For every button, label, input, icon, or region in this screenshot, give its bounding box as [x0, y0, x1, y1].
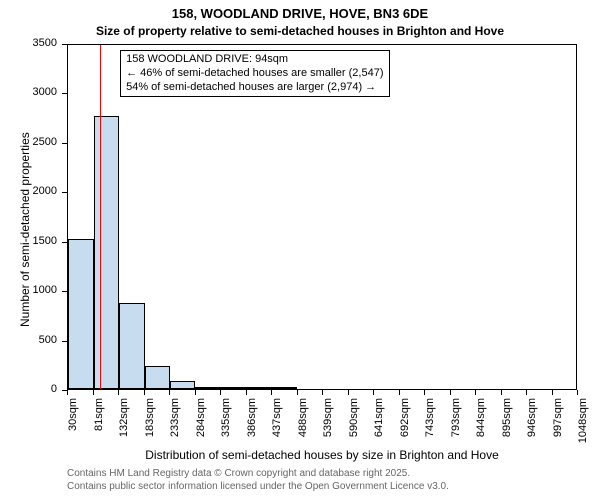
x-tick-mark: [450, 390, 451, 395]
chart-title: 158, WOODLAND DRIVE, HOVE, BN3 6DE: [0, 6, 600, 21]
x-tick-mark: [93, 390, 94, 395]
footer-line-2: Contains public sector information licen…: [67, 481, 449, 494]
y-tick-mark: [62, 143, 67, 144]
x-tick-label: 844sqm: [475, 398, 487, 458]
y-tick-mark: [62, 341, 67, 342]
x-tick-mark: [220, 390, 221, 395]
x-tick-label: 233sqm: [169, 398, 181, 458]
histogram-bar: [246, 387, 272, 389]
x-tick-label: 284sqm: [195, 398, 207, 458]
histogram-bar: [221, 387, 247, 389]
y-tick-label: 1000: [0, 284, 57, 296]
histogram-bar: [145, 366, 170, 389]
x-tick-label: 488sqm: [297, 398, 309, 458]
histogram-bar: [272, 387, 298, 389]
x-tick-mark: [297, 390, 298, 395]
x-tick-mark: [271, 390, 272, 395]
y-tick-mark: [62, 291, 67, 292]
histogram-bar: [195, 387, 221, 389]
x-tick-mark: [552, 390, 553, 395]
info-box-line: ← 46% of semi-detached houses are smalle…: [126, 67, 383, 81]
x-tick-label: 895sqm: [501, 398, 513, 458]
y-tick-label: 3000: [0, 86, 57, 98]
y-tick-mark: [62, 93, 67, 94]
y-tick-label: 3500: [0, 37, 57, 49]
marker-line: [100, 45, 101, 389]
x-tick-label: 997sqm: [552, 398, 564, 458]
info-box: 158 WOODLAND DRIVE: 94sqm← 46% of semi-d…: [120, 50, 389, 97]
x-tick-label: 946sqm: [526, 398, 538, 458]
footer-attribution: Contains HM Land Registry data © Crown c…: [67, 468, 449, 493]
x-tick-mark: [169, 390, 170, 395]
histogram-bar: [170, 381, 196, 389]
y-tick-label: 1500: [0, 235, 57, 247]
x-tick-mark: [424, 390, 425, 395]
x-tick-mark: [501, 390, 502, 395]
chart-container: { "title": "158, WOODLAND DRIVE, HOVE, B…: [0, 0, 600, 500]
x-tick-mark: [348, 390, 349, 395]
x-tick-mark: [144, 390, 145, 395]
x-tick-label: 793sqm: [450, 398, 462, 458]
x-tick-mark: [246, 390, 247, 395]
x-tick-mark: [118, 390, 119, 395]
y-tick-mark: [62, 44, 67, 45]
x-tick-label: 335sqm: [220, 398, 232, 458]
x-tick-mark: [526, 390, 527, 395]
x-tick-mark: [475, 390, 476, 395]
x-tick-label: 132sqm: [118, 398, 130, 458]
histogram-bar: [119, 303, 145, 389]
x-tick-mark: [322, 390, 323, 395]
x-tick-label: 743sqm: [424, 398, 436, 458]
x-tick-label: 183sqm: [144, 398, 156, 458]
x-tick-label: 641sqm: [373, 398, 385, 458]
y-axis-label: Number of semi-detached properties: [18, 132, 32, 327]
histogram-bar: [94, 116, 120, 389]
x-tick-label: 437sqm: [271, 398, 283, 458]
y-tick-label: 0: [0, 383, 57, 395]
y-tick-label: 2500: [0, 136, 57, 148]
info-box-line: 158 WOODLAND DRIVE: 94sqm: [126, 53, 383, 67]
histogram-bar: [68, 239, 94, 389]
x-tick-label: 1048sqm: [577, 398, 589, 458]
x-tick-label: 30sqm: [67, 398, 79, 458]
x-tick-label: 539sqm: [322, 398, 334, 458]
x-tick-label: 386sqm: [246, 398, 258, 458]
x-tick-mark: [195, 390, 196, 395]
y-tick-label: 2000: [0, 185, 57, 197]
x-tick-label: 590sqm: [348, 398, 360, 458]
x-tick-label: 692sqm: [399, 398, 411, 458]
info-box-line: 54% of semi-detached houses are larger (…: [126, 81, 383, 95]
x-tick-mark: [67, 390, 68, 395]
chart-subtitle: Size of property relative to semi-detach…: [0, 24, 600, 38]
x-tick-mark: [577, 390, 578, 395]
footer-line-1: Contains HM Land Registry data © Crown c…: [67, 468, 449, 481]
x-tick-mark: [399, 390, 400, 395]
y-tick-label: 500: [0, 334, 57, 346]
x-tick-mark: [373, 390, 374, 395]
y-tick-mark: [62, 192, 67, 193]
y-tick-mark: [62, 242, 67, 243]
x-tick-label: 81sqm: [93, 398, 105, 458]
